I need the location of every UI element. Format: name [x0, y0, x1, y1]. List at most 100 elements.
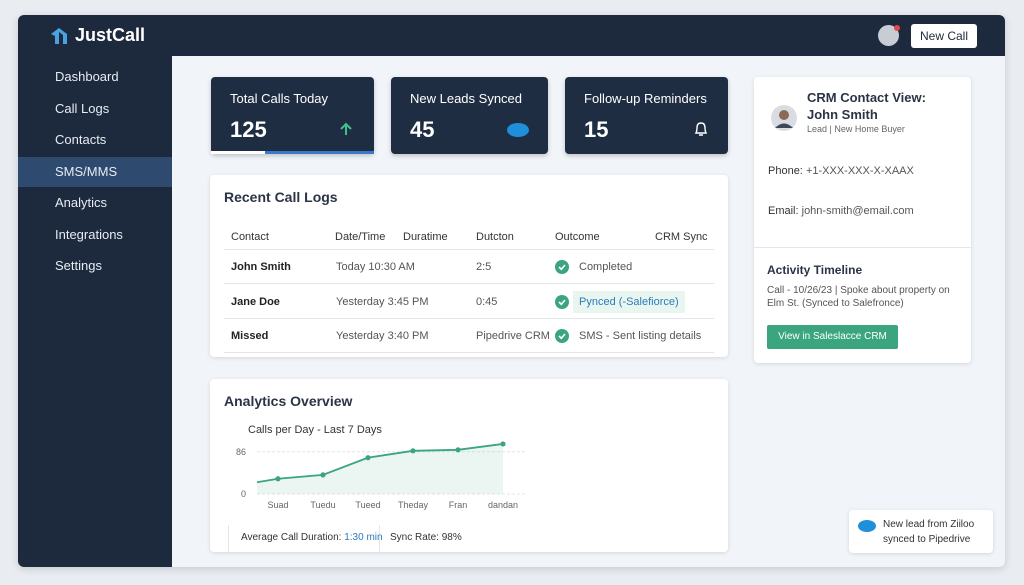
sidebar: Dashboard Call Logs Contacts SMS/MMS Analyti…: [18, 56, 172, 567]
check-icon: [555, 260, 569, 274]
toast-line: New lead from Ziiloo: [883, 519, 975, 530]
x-tick-label: dandan: [488, 500, 518, 510]
nav-item[interactable]: Call Logs: [55, 100, 110, 116]
cloud-icon: [858, 520, 876, 532]
phone-label: Phone:: [768, 165, 803, 177]
new-call-button[interactable]: New Call: [911, 24, 977, 48]
check-icon: [555, 329, 569, 343]
divider: [228, 525, 380, 552]
crm-title: CRM Contact View:: [807, 90, 926, 105]
cell: Pynced (-Salefiorce): [573, 290, 685, 313]
icon-shape: [555, 260, 569, 274]
y-tick-label: 0: [241, 489, 246, 499]
analytics-card: Analytics Overview Calls per Day - Last …: [210, 379, 728, 552]
cell: 0:45: [476, 295, 498, 308]
point: [500, 441, 506, 447]
x-tick-label: Suad: [267, 500, 288, 510]
contact-avatar: [771, 105, 797, 131]
progress: [265, 151, 374, 154]
stat-card: Follow-up Reminders 15: [565, 77, 728, 154]
y-tick-label: 86: [236, 447, 246, 457]
cloud-icon: [507, 123, 529, 137]
crm-button[interactable]: View in Saleslacce CRM: [767, 325, 898, 349]
cell: Yesterday 3:40 PM: [336, 330, 429, 342]
stat-title: Follow-up Reminders: [584, 91, 707, 106]
stat-title: Total Calls Today: [230, 91, 329, 106]
logo: [51, 28, 67, 44]
x-tick-label: Theday: [398, 500, 429, 510]
cell: Missed: [231, 330, 269, 342]
nav-item[interactable]: Integrations: [55, 226, 123, 242]
avg-value: 1:30 min: [344, 532, 383, 543]
cell: Yesterday 3:45 PM: [336, 295, 429, 308]
chart: Calls per Day - Last 7 Days 0 86 Suad Tuedu…: [236, 424, 525, 510]
nav-item[interactable]: Analytics: [55, 195, 108, 210]
nav-item[interactable]: Settings: [55, 258, 102, 273]
point: [275, 476, 281, 482]
point: [320, 472, 326, 478]
check-icon: [555, 294, 569, 309]
notification-dot: [894, 25, 900, 31]
column-header: Date/Time: [335, 231, 386, 243]
nav-item[interactable]: SMS/MMS: [18, 156, 172, 187]
stat-value: 15: [584, 117, 609, 142]
column-header: Outcome: [555, 231, 600, 243]
area: [257, 443, 503, 494]
stat-card: New Leads Synced 45: [391, 77, 548, 154]
nav-item[interactable]: Dashboard: [55, 69, 119, 84]
row-line: [224, 283, 714, 284]
progress: [211, 151, 265, 154]
cell: John Smith: [231, 261, 291, 273]
x-tick-label: Fran: [449, 500, 468, 510]
icon-shape: [558, 298, 566, 305]
x-tick-label: Tuedu: [310, 500, 335, 510]
point: [455, 447, 461, 453]
stat-value: 45: [410, 117, 435, 142]
column-header: Contact: [231, 231, 269, 243]
section-title: Analytics Overview: [224, 393, 353, 409]
cell: Today 10:30 AM: [336, 261, 415, 273]
cell: Pipedrive CRM: [476, 330, 550, 342]
nav-item[interactable]: Contacts: [55, 132, 107, 147]
column-header: Dutcton: [476, 231, 514, 243]
row-line: [224, 352, 714, 353]
column-header: Duratime: [403, 231, 448, 243]
avatar[interactable]: [878, 25, 899, 46]
x-tick-label: Tueed: [355, 500, 380, 510]
point: [365, 455, 371, 461]
stat-title: New Leads Synced: [410, 91, 523, 106]
sync-label: Sync Rate:: [390, 532, 439, 543]
sync-value: 98%: [441, 532, 462, 543]
stat-value: 125: [230, 117, 267, 142]
cell: Completed: [579, 261, 633, 273]
icon-shape: [558, 333, 566, 340]
toast-line: synced to Pipedrive: [883, 534, 971, 545]
top-bar: JustCall New Call: [18, 15, 1005, 56]
sync-label: Sync Rate: 98%: [390, 532, 462, 543]
cell: Jane Doe: [231, 295, 280, 308]
section-title: Recent Call Logs: [224, 189, 338, 205]
row-line: [224, 249, 714, 250]
chart-title: Calls per Day - Last 7 Days: [248, 424, 382, 436]
icon-shape: [558, 264, 566, 271]
column-header: CRM Sync: [655, 231, 708, 243]
contact-subtitle: Lead | New Home Buyer: [807, 124, 905, 134]
phone-value: +1-XXX-XXX-X-XAAX: [805, 165, 914, 177]
email-label: Email:: [768, 205, 799, 217]
timeline-title: Activity Timeline: [767, 263, 863, 277]
bell-icon: [694, 122, 708, 136]
up-arrow: [340, 122, 352, 135]
timeline-entry: Call - 10/26/23 | Spoke about property o…: [767, 285, 950, 309]
cell: 2:5: [476, 261, 492, 273]
point: [410, 448, 416, 454]
app-frame: JustCall New Call Dashboard Call Logs Cont…: [18, 15, 1005, 567]
brand: JustCall: [75, 25, 146, 45]
email-value: john-smith@email.com: [801, 205, 914, 217]
cell: SMS - Sent listing details: [579, 330, 702, 342]
row-line: [224, 317, 714, 319]
avg-label: Average Call Duration: 1:30 min: [241, 532, 383, 543]
icon-shape: [555, 329, 569, 343]
recent-call-logs: Recent Call Logs Contact Date/Time Duratim…: [210, 175, 728, 357]
phone: Phone: +1-XXX-XXX-X-XAAX: [768, 165, 914, 177]
